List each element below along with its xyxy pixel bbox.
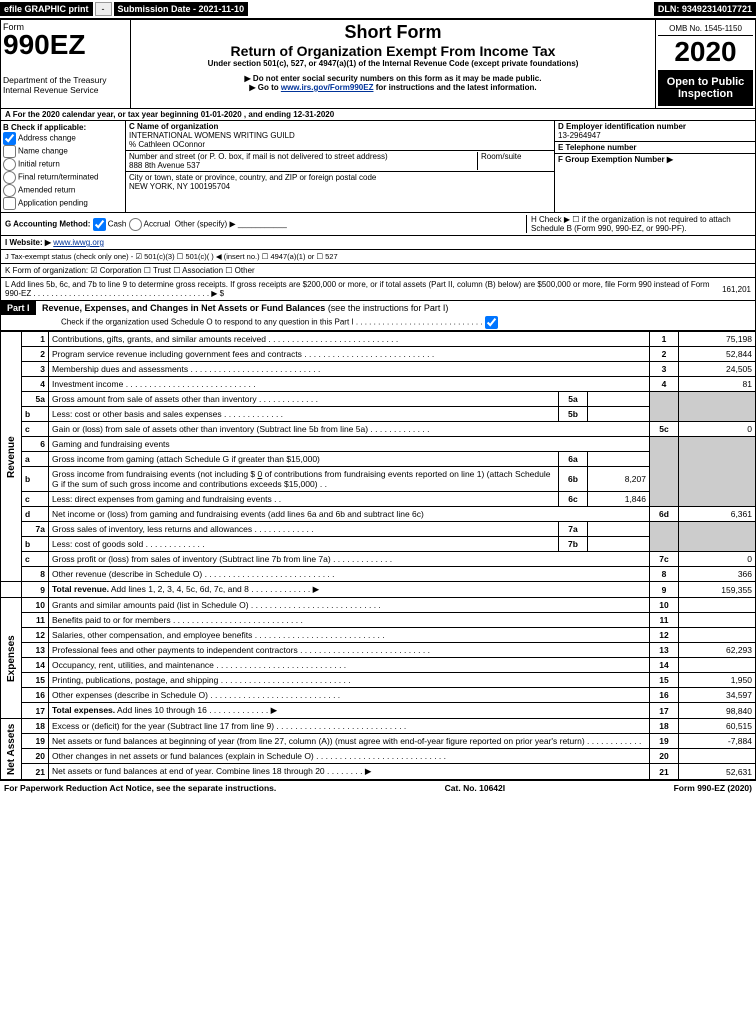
chk-pending[interactable]: Application pending [3,197,123,210]
gross-receipts: 161,201 [722,285,751,294]
amt-6d: 6,361 [679,507,756,522]
form-number: 990EZ [3,32,128,57]
amt-16: 34,597 [679,688,756,703]
amt-21: 52,631 [679,764,756,780]
val-7a [588,522,650,537]
chk-initial[interactable]: Initial return [3,158,123,171]
row-i: I Website: ▶ www.iwwg.org [1,235,755,249]
open-inspection: Open to Public Inspection [658,70,753,106]
omb-no: OMB No. 1545-1150 [658,22,753,36]
title-return: Return of Organization Exempt From Incom… [133,43,653,59]
group-label: F Group Exemption Number ▶ [558,155,673,164]
val-6b: 8,207 [588,467,650,492]
amt-1: 75,198 [679,332,756,347]
amt-13: 62,293 [679,643,756,658]
identity-block: B Check if applicable: Address change Na… [1,121,755,212]
amt-11 [679,613,756,628]
chk-address[interactable]: Address change [3,132,123,145]
amt-5c: 0 [679,422,756,437]
val-7b [588,537,650,552]
org-name: INTERNATIONAL WOMENS WRITING GUILD [129,131,295,140]
print-button[interactable]: - [95,2,112,16]
amt-10 [679,598,756,613]
footer-left: For Paperwork Reduction Act Notice, see … [4,783,276,793]
row-l: L Add lines 5b, 6c, and 7b to line 9 to … [1,277,755,300]
ein-label: D Employer identification number [558,122,686,131]
dept-label: Department of the TreasuryInternal Reven… [3,75,128,95]
tel-label: E Telephone number [558,143,637,152]
val-6c: 1,846 [588,492,650,507]
title-short-form: Short Form [133,22,653,43]
row-k: K Form of organization: ☑ Corporation ☐ … [1,263,755,277]
form-header: Form 990EZ Department of the TreasuryInt… [0,19,756,109]
revenue-label: Revenue [1,332,22,582]
page-footer: For Paperwork Reduction Act Notice, see … [0,780,756,795]
dln-label: DLN: 93492314017721 [654,2,756,16]
footer-form: Form 990-EZ (2020) [674,783,752,793]
val-6a [588,452,650,467]
part1-tag: Part I [1,301,36,315]
efile-label: efile GRAPHIC print [0,2,93,16]
part1-table: Revenue 1Contributions, gifts, grants, a… [0,331,756,780]
chk-amended[interactable]: Amended return [3,184,123,197]
amt-20 [679,749,756,764]
addr-label: Number and street (or P. O. box, if mail… [129,152,388,161]
city-label: City or town, state or province, country… [129,173,376,182]
amt-9: 159,355 [679,582,756,598]
val-5b [588,407,650,422]
amt-3: 24,505 [679,362,756,377]
part1-title: Revenue, Expenses, and Changes in Net As… [38,301,452,315]
part1-check: Check if the organization used Schedule … [1,315,755,330]
amt-19: -7,884 [679,734,756,749]
subtitle: Under section 501(c), 527, or 4947(a)(1)… [133,59,653,68]
row-g: G Accounting Method: Cash Accrual Other … [5,218,287,231]
name-label: C Name of organization [129,122,218,131]
chk-accrual[interactable] [129,218,142,231]
expenses-label: Expenses [1,598,22,719]
website-link[interactable]: www.iwwg.org [53,238,104,247]
amt-8: 366 [679,567,756,582]
chk-final[interactable]: Final return/terminated [3,171,123,184]
goto-note: ▶ Go to www.irs.gov/Form990EZ for instru… [133,83,653,92]
amt-14 [679,658,756,673]
instructions-link[interactable]: www.irs.gov/Form990EZ [281,83,374,92]
org-city: NEW YORK, NY 100195704 [129,182,230,191]
amt-7c: 0 [679,552,756,567]
netassets-label: Net Assets [1,719,22,780]
col-b-heading: B Check if applicable: [3,123,123,132]
chk-namechange[interactable]: Name change [3,145,123,158]
ein-value: 13-2964947 [558,131,601,140]
val-5a [588,392,650,407]
submission-date: Submission Date - 2021-11-10 [114,2,249,16]
row-j: J Tax-exempt status (check only one) - ☑… [1,249,755,263]
room-label: Room/suite [481,152,521,161]
row-h: H Check ▶ ☐ if the organization is not r… [526,215,751,233]
amt-18: 60,515 [679,719,756,734]
amt-15: 1,950 [679,673,756,688]
org-address: 888 8th Avenue 537 [129,161,200,170]
amt-12 [679,628,756,643]
amt-2: 52,844 [679,347,756,362]
footer-cat: Cat. No. 10642I [445,783,505,793]
amt-17: 98,840 [679,703,756,719]
ssn-note: ▶ Do not enter social security numbers o… [133,74,653,83]
tax-year: 2020 [658,36,753,68]
line-a: A For the 2020 calendar year, or tax yea… [1,109,755,121]
chk-schedo[interactable] [485,316,498,329]
top-bar: efile GRAPHIC print - Submission Date - … [0,0,756,19]
chk-cash[interactable] [93,218,106,231]
care-of: % Cathleen OConnor [129,140,205,149]
amt-4: 81 [679,377,756,392]
